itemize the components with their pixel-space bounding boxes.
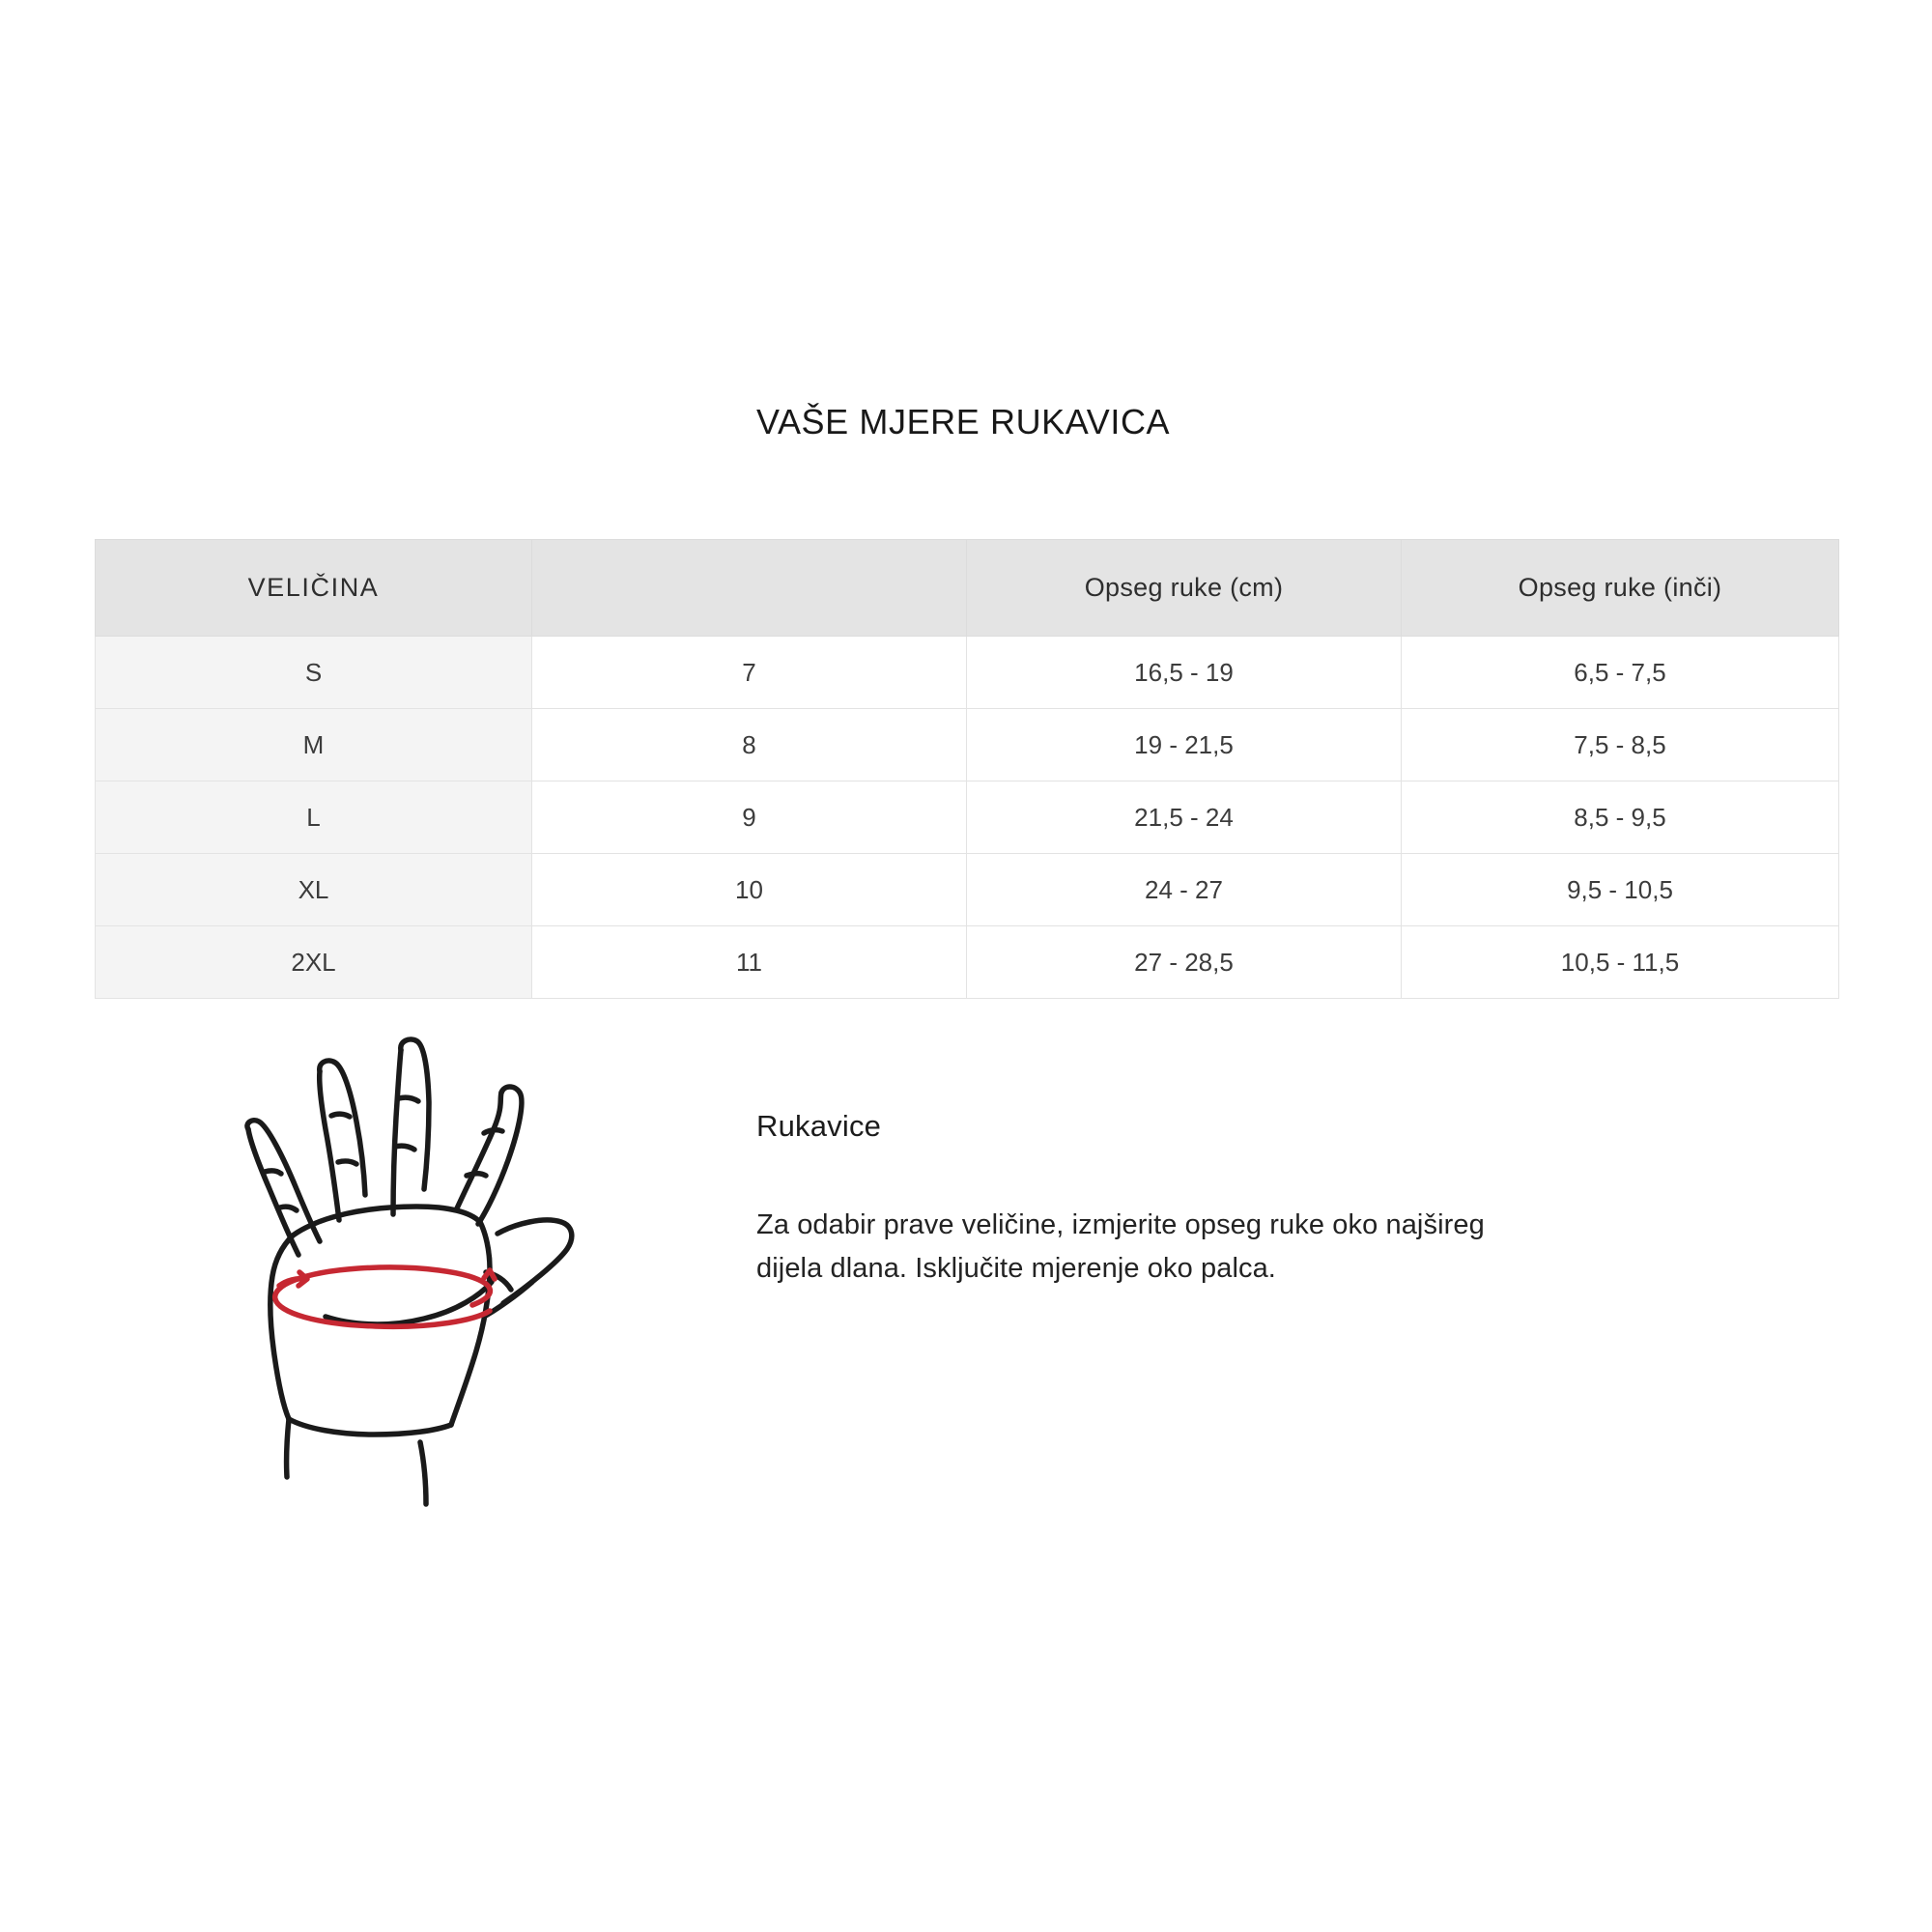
cell-circumference-inch: 9,5 - 10,5 (1401, 853, 1839, 926)
cell-size: XL (95, 853, 532, 926)
cell-circumference-inch: 8,5 - 9,5 (1401, 781, 1839, 854)
cell-size: 2XL (95, 925, 532, 999)
column-header-number (531, 539, 967, 637)
cell-circumference-cm: 16,5 - 19 (966, 636, 1402, 709)
cell-circumference-cm: 19 - 21,5 (966, 708, 1402, 781)
column-header-size: VELIČINA (95, 539, 532, 637)
info-paragraph: Za odabir prave veličine, izmjerite opse… (756, 1209, 1485, 1284)
size-table-container: VELIČINA Opseg ruke (cm) Opseg ruke (inč… (95, 539, 1839, 999)
cell-number: 9 (531, 781, 967, 854)
column-header-circumference-cm: Opseg ruke (cm) (966, 539, 1402, 637)
cell-circumference-inch: 6,5 - 7,5 (1401, 636, 1839, 709)
cell-number: 10 (531, 853, 967, 926)
table-row: M 8 19 - 21,5 7,5 - 8,5 (95, 708, 1839, 781)
table-header-row: VELIČINA Opseg ruke (cm) Opseg ruke (inč… (95, 539, 1839, 637)
cell-number: 8 (531, 708, 967, 781)
cell-circumference-inch: 10,5 - 11,5 (1401, 925, 1839, 999)
hand-measurement-icon (179, 1009, 604, 1550)
table-row: XL 10 24 - 27 9,5 - 10,5 (95, 853, 1839, 926)
size-table-body: S 7 16,5 - 19 6,5 - 7,5 M 8 19 - 21,5 7,… (95, 636, 1839, 999)
cell-size: S (95, 636, 532, 709)
cell-number: 7 (531, 636, 967, 709)
size-table-head: VELIČINA Opseg ruke (cm) Opseg ruke (inč… (95, 539, 1839, 637)
cell-circumference-cm: 21,5 - 24 (966, 781, 1402, 854)
cell-size: L (95, 781, 532, 854)
page-title: VAŠE MJERE RUKAVICA (756, 402, 1171, 441)
column-header-circumference-inch: Opseg ruke (inči) (1401, 539, 1839, 637)
info-block: Rukavice Za odabir prave veličine, izmje… (756, 1109, 1606, 1291)
info-heading: Rukavice (756, 1109, 882, 1143)
cell-circumference-cm: 27 - 28,5 (966, 925, 1402, 999)
cell-number: 11 (531, 925, 967, 999)
cell-circumference-cm: 24 - 27 (966, 853, 1402, 926)
table-row: S 7 16,5 - 19 6,5 - 7,5 (95, 636, 1839, 709)
cell-size: M (95, 708, 532, 781)
table-row: 2XL 11 27 - 28,5 10,5 - 11,5 (95, 925, 1839, 999)
cell-circumference-inch: 7,5 - 8,5 (1401, 708, 1839, 781)
size-table: VELIČINA Opseg ruke (cm) Opseg ruke (inč… (95, 539, 1839, 999)
table-row: L 9 21,5 - 24 8,5 - 9,5 (95, 781, 1839, 854)
